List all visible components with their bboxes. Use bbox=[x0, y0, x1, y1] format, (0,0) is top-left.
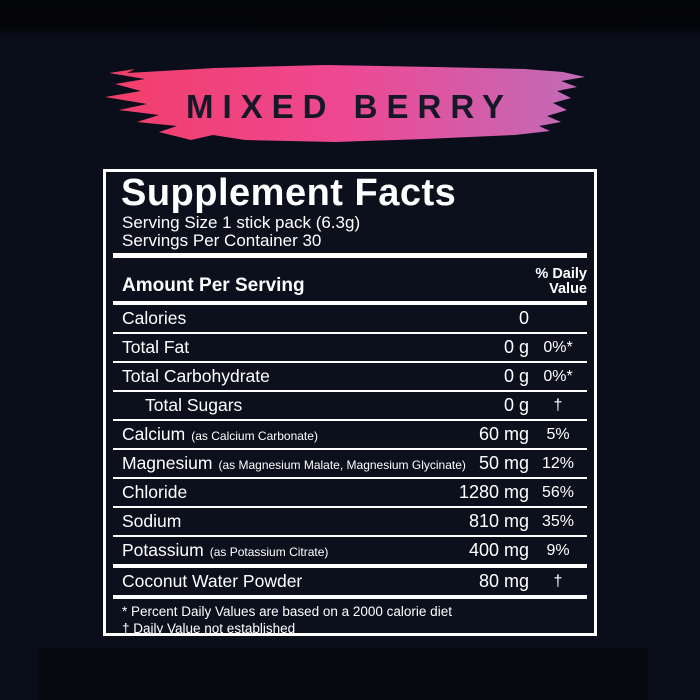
background-bottom-shadow bbox=[38, 648, 648, 700]
nutrient-amount: 0 bbox=[518, 308, 529, 328]
nutrient-label: Chloride bbox=[122, 482, 188, 502]
divider-thin bbox=[113, 506, 587, 508]
column-header-row: Amount Per Serving % Daily Value bbox=[113, 258, 587, 301]
table-row-sodium: Sodium 810 mg 35% bbox=[113, 508, 587, 535]
nutrient-source: (as Potassium Citrate) bbox=[209, 545, 329, 559]
table-row-total-fat: Total Fat 0 g 0%* bbox=[113, 334, 587, 361]
nutrient-daily-value: 56% bbox=[541, 483, 575, 501]
nutrient-amount: 80 mg bbox=[478, 571, 529, 591]
nutrient-amount: 810 mg bbox=[468, 511, 529, 531]
table-row-potassium: Potassium (as Potassium Citrate) 400 mg 9… bbox=[113, 537, 587, 564]
table-row-total-carbohydrate: Total Carbohydrate 0 g 0%* bbox=[113, 363, 587, 390]
divider-thin bbox=[113, 390, 587, 392]
flavor-banner: MIXED BERRY bbox=[95, 60, 595, 152]
nutrient-amount: 0 g bbox=[503, 366, 529, 386]
nutrient-amount: 1280 mg bbox=[458, 482, 529, 502]
supplement-facts-panel: Supplement Facts Serving Size 1 stick pa… bbox=[103, 169, 597, 636]
brush-stroke-graphic bbox=[105, 65, 585, 142]
nutrient-label: Magnesium bbox=[122, 453, 213, 473]
nutrient-daily-value: 5% bbox=[546, 425, 570, 443]
flavor-name: MIXED BERRY bbox=[186, 88, 513, 125]
table-row-coconut-water-powder: Coconut Water Powder 80 mg † bbox=[113, 568, 587, 595]
nutrient-label: Coconut Water Powder bbox=[122, 571, 303, 591]
divider-thin bbox=[113, 535, 587, 537]
footnotes: * Percent Daily Values are based on a 20… bbox=[113, 599, 587, 637]
nutrient-amount: 0 g bbox=[503, 395, 529, 415]
servings-per-container: Servings Per Container 30 bbox=[122, 231, 322, 250]
nutrient-label: Total Sugars bbox=[145, 395, 243, 415]
divider-thick bbox=[113, 253, 587, 258]
nutrient-label: Total Carbohydrate bbox=[122, 366, 270, 386]
divider-thin bbox=[113, 448, 587, 450]
nutrient-amount: 0 g bbox=[503, 337, 529, 357]
nutrient-daily-value: † bbox=[553, 396, 563, 414]
amount-per-serving-header: Amount Per Serving bbox=[122, 275, 305, 296]
nutrient-label: Total Fat bbox=[122, 337, 190, 357]
divider-thin bbox=[113, 419, 587, 421]
divider-thin bbox=[113, 477, 587, 479]
supplement-facts-title: Supplement Facts bbox=[121, 172, 457, 214]
nutrient-label: Potassium bbox=[122, 540, 204, 560]
serving-size: Serving Size 1 stick pack (6.3g) bbox=[122, 213, 361, 232]
nutrient-source: (as Magnesium Malate, Magnesium Glycinat… bbox=[218, 458, 466, 472]
nutrient-daily-value: 0%* bbox=[543, 367, 573, 385]
nutrient-source: (as Calcium Carbonate) bbox=[191, 429, 318, 443]
nutrient-daily-value: † bbox=[553, 572, 563, 590]
table-row-calories: Calories 0 bbox=[113, 305, 587, 332]
footnote-daily-values: * Percent Daily Values are based on a 20… bbox=[122, 604, 452, 619]
divider-medium bbox=[113, 301, 587, 305]
nutrient-label: Calories bbox=[122, 308, 187, 328]
nutrient-label: Calcium bbox=[122, 424, 186, 444]
nutrient-daily-value: 12% bbox=[541, 454, 575, 472]
nutrient-amount: 60 mg bbox=[478, 424, 529, 444]
nutrient-daily-value: 0%* bbox=[543, 338, 573, 356]
background-top-band bbox=[0, 0, 700, 38]
nutrient-amount: 400 mg bbox=[468, 540, 529, 560]
nutrient-daily-value: 9% bbox=[546, 541, 570, 559]
divider-medium bbox=[113, 564, 587, 568]
divider-thin bbox=[113, 361, 587, 363]
divider-medium bbox=[113, 595, 587, 599]
divider-thin bbox=[113, 332, 587, 334]
nutrient-daily-value: 35% bbox=[541, 512, 575, 530]
footnote-not-established: † Daily Value not established bbox=[122, 621, 296, 636]
daily-value-header: % Daily Value bbox=[535, 266, 587, 297]
table-row-chloride: Chloride 1280 mg 56% bbox=[113, 479, 587, 506]
nutrient-amount: 50 mg bbox=[478, 453, 529, 473]
nutrient-label: Sodium bbox=[122, 511, 182, 531]
table-row-calcium: Calcium (as Calcium Carbonate) 60 mg 5% bbox=[113, 421, 587, 448]
table-row-magnesium: Magnesium (as Magnesium Malate, Magnesium… bbox=[113, 450, 587, 477]
table-row-total-sugars: Total Sugars 0 g † bbox=[113, 392, 587, 419]
